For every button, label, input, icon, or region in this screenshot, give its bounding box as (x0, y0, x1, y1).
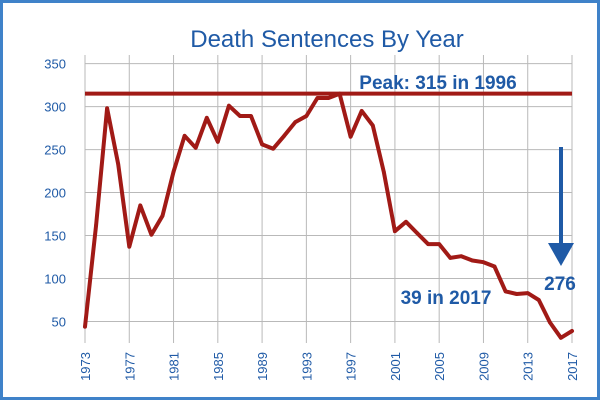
data-point (525, 291, 530, 295)
x-tick-label: 2009 (476, 352, 491, 381)
data-point (370, 123, 375, 128)
data-point (249, 114, 253, 118)
data-point (304, 114, 309, 118)
data-point (227, 103, 231, 108)
data-point (127, 244, 132, 249)
y-tick-label: 300 (44, 100, 66, 115)
x-tick-label: 1989 (255, 352, 270, 381)
drop-annotation: 276 (544, 274, 576, 295)
data-point (83, 324, 87, 329)
data-point (204, 115, 209, 120)
arrow-head (548, 243, 574, 266)
x-tick-label: 1977 (122, 352, 137, 381)
data-point (492, 264, 497, 269)
data-point (426, 242, 430, 246)
data-point (415, 231, 419, 235)
y-tick-label: 100 (44, 272, 66, 287)
grid-lines (84, 55, 573, 343)
data-point (216, 140, 220, 144)
x-tick-label: 2001 (388, 352, 403, 381)
y-tick-label: 350 (44, 57, 66, 72)
down-arrow-icon (548, 147, 574, 266)
data-point (182, 134, 187, 138)
y-axis-ticks: 50 100 150 200 250 300 350 (44, 57, 66, 330)
data-point (559, 336, 563, 340)
data-point (105, 106, 109, 111)
x-tick-label: 1997 (344, 352, 359, 381)
data-point (459, 254, 464, 258)
x-axis-ticks: 1973 1977 1981 1985 1989 1993 1997 2001 2005 2009… (78, 352, 580, 381)
data-point (171, 170, 176, 174)
data-point (470, 258, 475, 263)
data-point (448, 256, 453, 260)
y-tick-label: 50 (52, 315, 66, 330)
y-tick-label: 250 (44, 143, 66, 158)
data-point (271, 146, 275, 151)
data-point (548, 320, 552, 325)
x-tick-label: 1985 (211, 352, 226, 381)
data-point (116, 162, 121, 166)
peak-annotation: Peak: 315 in 1996 (359, 73, 516, 94)
x-tick-label: 2005 (432, 352, 447, 381)
series-points (83, 91, 574, 340)
x-tick-label: 1993 (299, 352, 314, 381)
x-tick-label: 2013 (521, 352, 536, 381)
death-sentences-line-chart: Death Sentences By Year 50 100 150 200 250 30… (44, 26, 580, 381)
x-tick-label: 1973 (78, 352, 93, 381)
data-point (193, 146, 198, 150)
data-point (514, 292, 519, 296)
data-point (326, 96, 331, 100)
data-point (149, 232, 154, 237)
data-point (94, 223, 98, 228)
data-point (138, 203, 143, 208)
data-point (570, 329, 574, 333)
data-point (160, 213, 165, 218)
x-tick-label: 2017 (565, 352, 580, 381)
data-point (481, 260, 486, 264)
y-tick-label: 200 (44, 186, 66, 201)
x-tick-label: 1981 (167, 352, 182, 381)
last-value-annotation: 39 in 2017 (401, 288, 492, 309)
data-point (282, 134, 287, 138)
data-point (348, 134, 353, 139)
data-point (238, 114, 242, 118)
data-point (315, 96, 320, 100)
data-point (382, 170, 386, 174)
data-point (359, 109, 364, 113)
data-point (503, 289, 508, 294)
chart-title: Death Sentences By Year (190, 26, 464, 53)
data-point (337, 91, 342, 96)
data-point (393, 229, 397, 234)
y-tick-label: 150 (44, 229, 66, 244)
data-point (536, 298, 541, 302)
series-line (83, 91, 574, 340)
data-point (260, 142, 264, 147)
data-point (404, 219, 408, 224)
data-point (437, 242, 441, 246)
data-point (293, 120, 298, 124)
